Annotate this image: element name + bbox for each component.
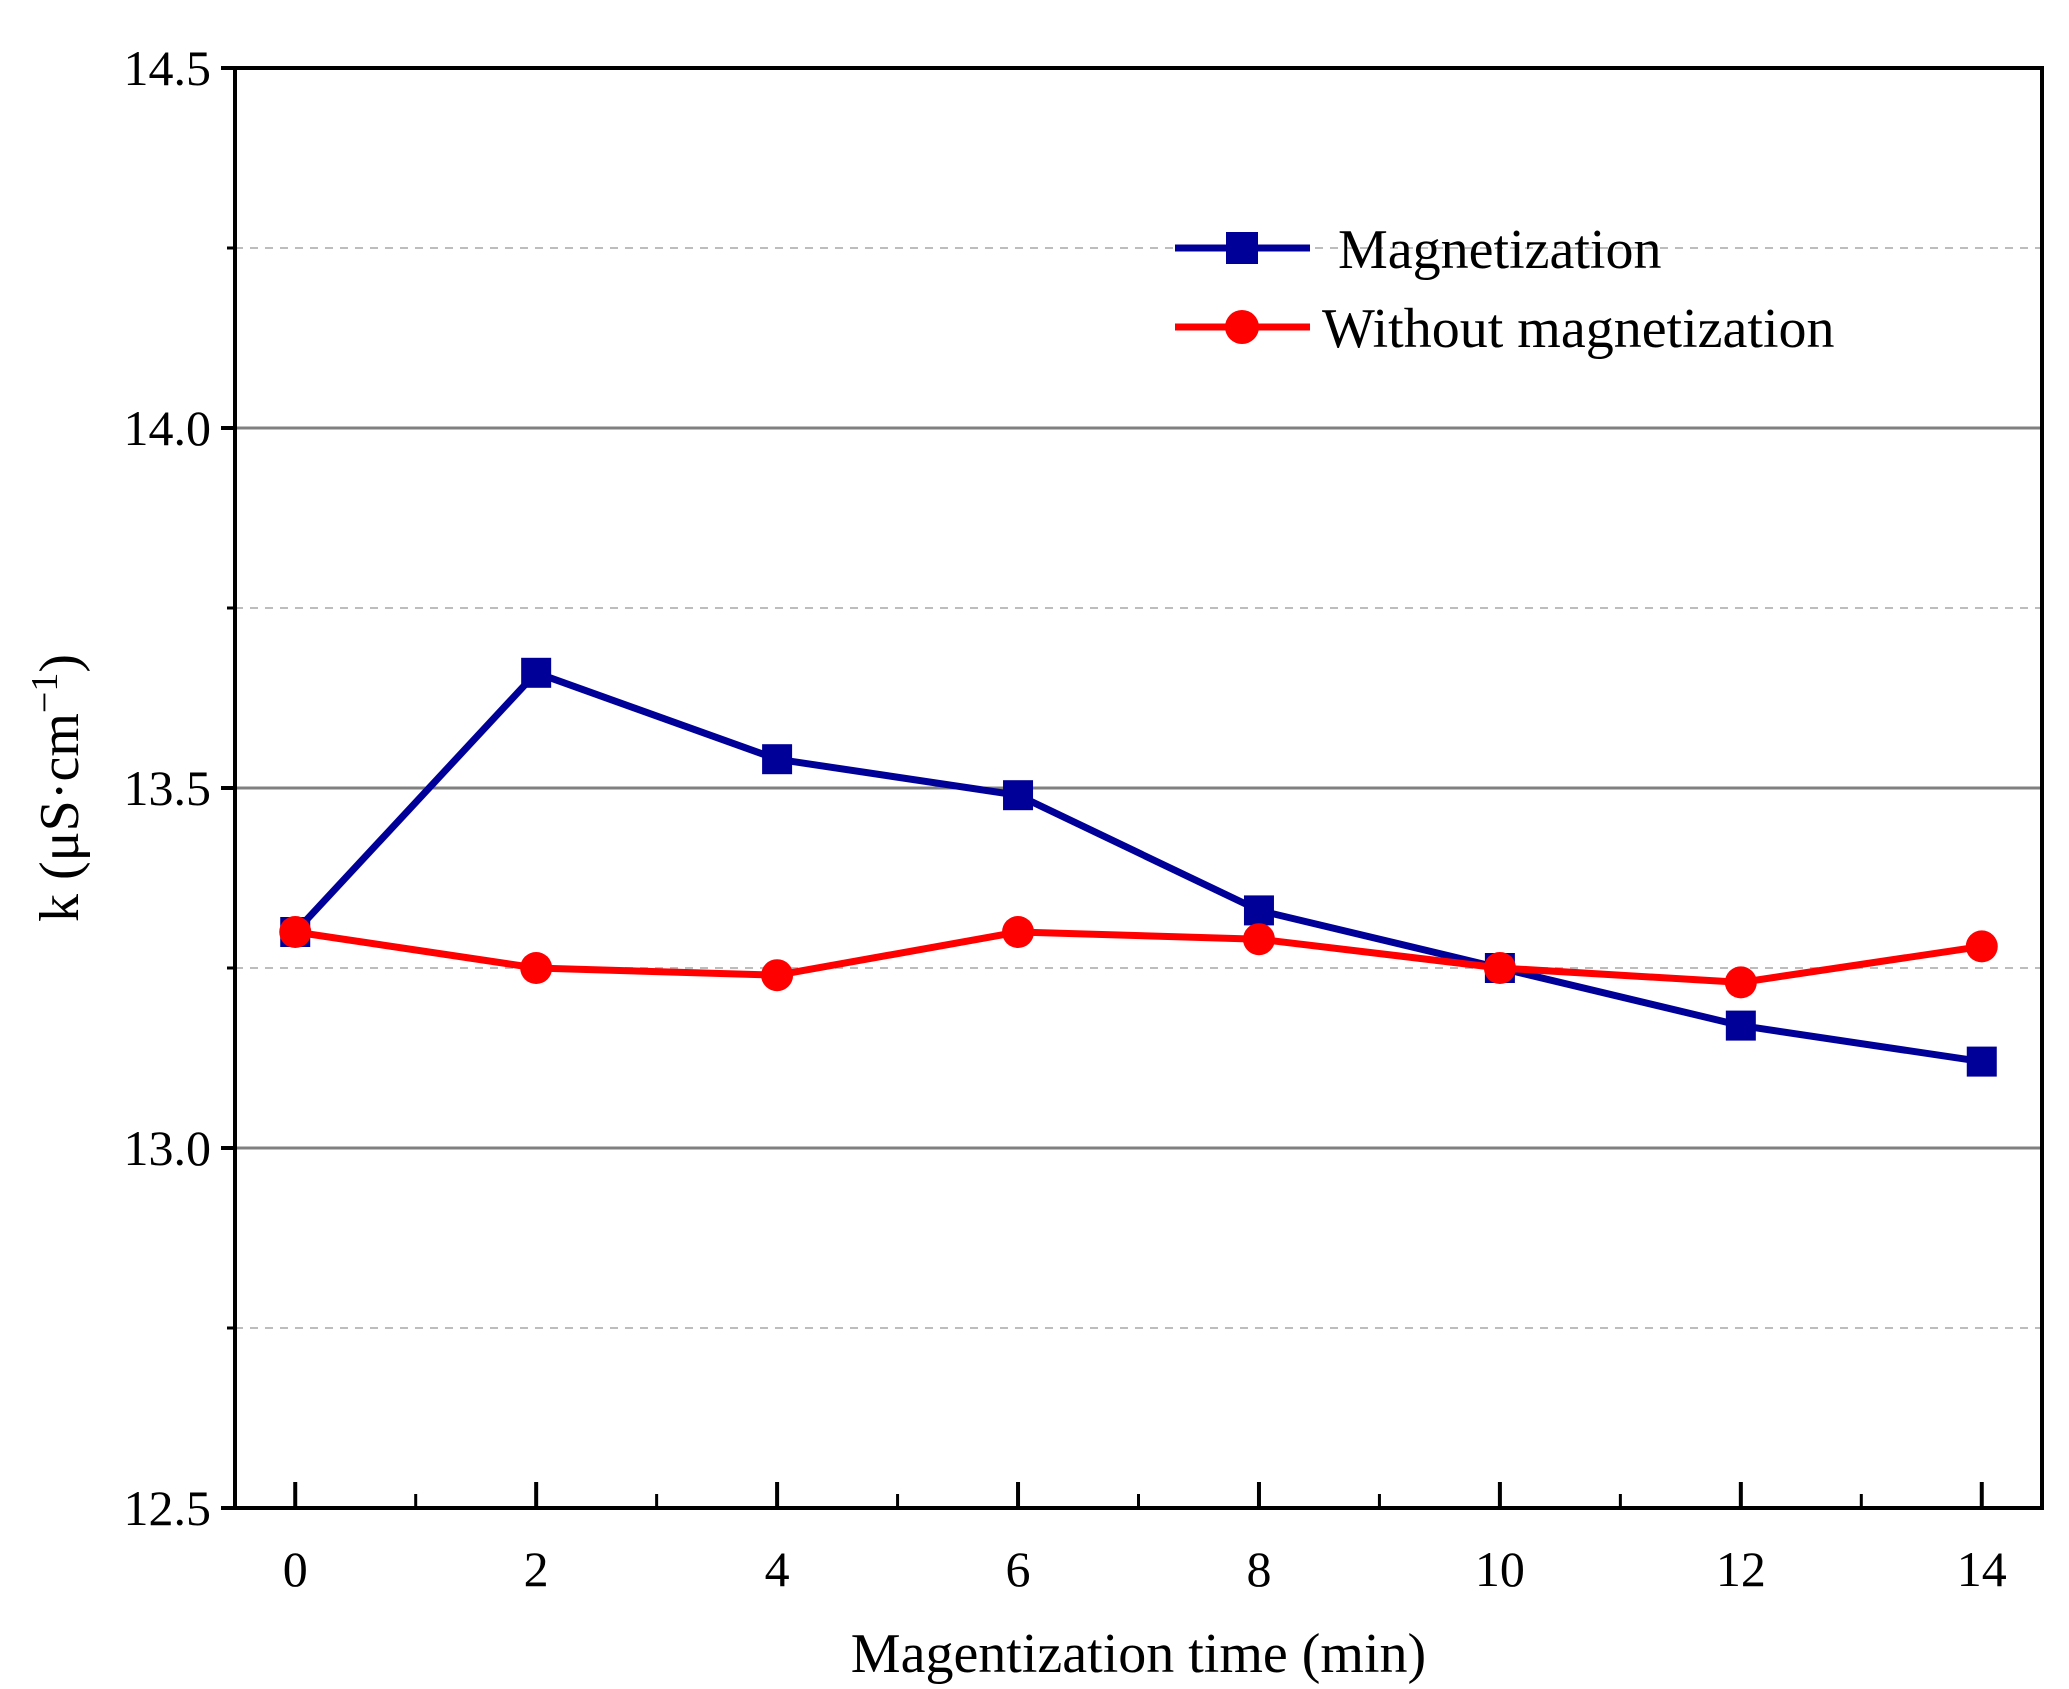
- x-tick-label: 4: [765, 1541, 790, 1597]
- x-tick-label: 10: [1475, 1541, 1525, 1597]
- series-line-magnetization: [292, 669, 1983, 1066]
- data-point-without-magnetization: [279, 916, 312, 948]
- data-point-without-magnetization: [1724, 966, 1757, 999]
- series-line-without-magnetization: [294, 928, 1983, 986]
- data-point-without-magnetization: [1242, 923, 1275, 956]
- x-axis-title: Magentization time (min): [851, 1623, 1426, 1685]
- data-point-magnetization: [521, 657, 552, 688]
- data-point-magnetization: [762, 744, 793, 775]
- data-point-without-magnetization: [1483, 952, 1516, 984]
- x-tick-label: 6: [1006, 1541, 1031, 1597]
- y-axis-title-superscript: −1: [24, 673, 66, 713]
- data-point-magnetization: [1725, 1010, 1756, 1041]
- data-point-without-magnetization: [761, 959, 794, 992]
- y-axis-title: k (μS·cm−1): [24, 654, 91, 922]
- grid-lines: [235, 247, 2042, 1329]
- y-tick-label: 14.5: [124, 40, 212, 96]
- tick-labels: 0 2 4 6 8 10 12 14 12.5 13.0 13.5 14.0 14.5: [124, 40, 2007, 1597]
- data-point-magnetization: [1003, 780, 1034, 811]
- x-tick-label: 14: [1957, 1541, 2007, 1597]
- y-axis-title-main: k (μS·cm: [29, 713, 91, 922]
- legend-label-without-magnetization: Without magnetization: [1322, 298, 1835, 360]
- y-tick-label: 12.5: [124, 1480, 212, 1536]
- legend-item-without-magnetization: Without magnetization: [1175, 298, 1835, 360]
- x-tick-label: 12: [1716, 1541, 1766, 1597]
- x-tick-label: 8: [1246, 1541, 1271, 1597]
- x-tick-label: 0: [283, 1541, 308, 1597]
- legend-item-magnetization: Magnetization: [1175, 219, 1661, 281]
- axis-ticks: [221, 66, 1984, 1510]
- y-tick-label: 13.0: [124, 1120, 212, 1176]
- data-point-without-magnetization: [1002, 916, 1035, 948]
- y-tick-label: 14.0: [124, 400, 212, 456]
- legend-label-magnetization: Magnetization: [1338, 219, 1661, 281]
- series-layer: [279, 657, 1998, 1077]
- legend-marker-magnetization: [1226, 232, 1258, 264]
- data-point-magnetization: [1243, 895, 1274, 926]
- data-point-without-magnetization: [1965, 930, 1998, 963]
- y-tick-label: 13.5: [124, 760, 212, 816]
- legend: Magnetization Without magnetization: [1175, 219, 1835, 360]
- data-point-without-magnetization: [520, 952, 553, 984]
- data-point-magnetization: [1966, 1046, 1997, 1077]
- legend-marker-without-magnetization: [1225, 310, 1259, 344]
- y-axis-title-close: ): [29, 654, 91, 673]
- x-tick-label: 2: [524, 1541, 549, 1597]
